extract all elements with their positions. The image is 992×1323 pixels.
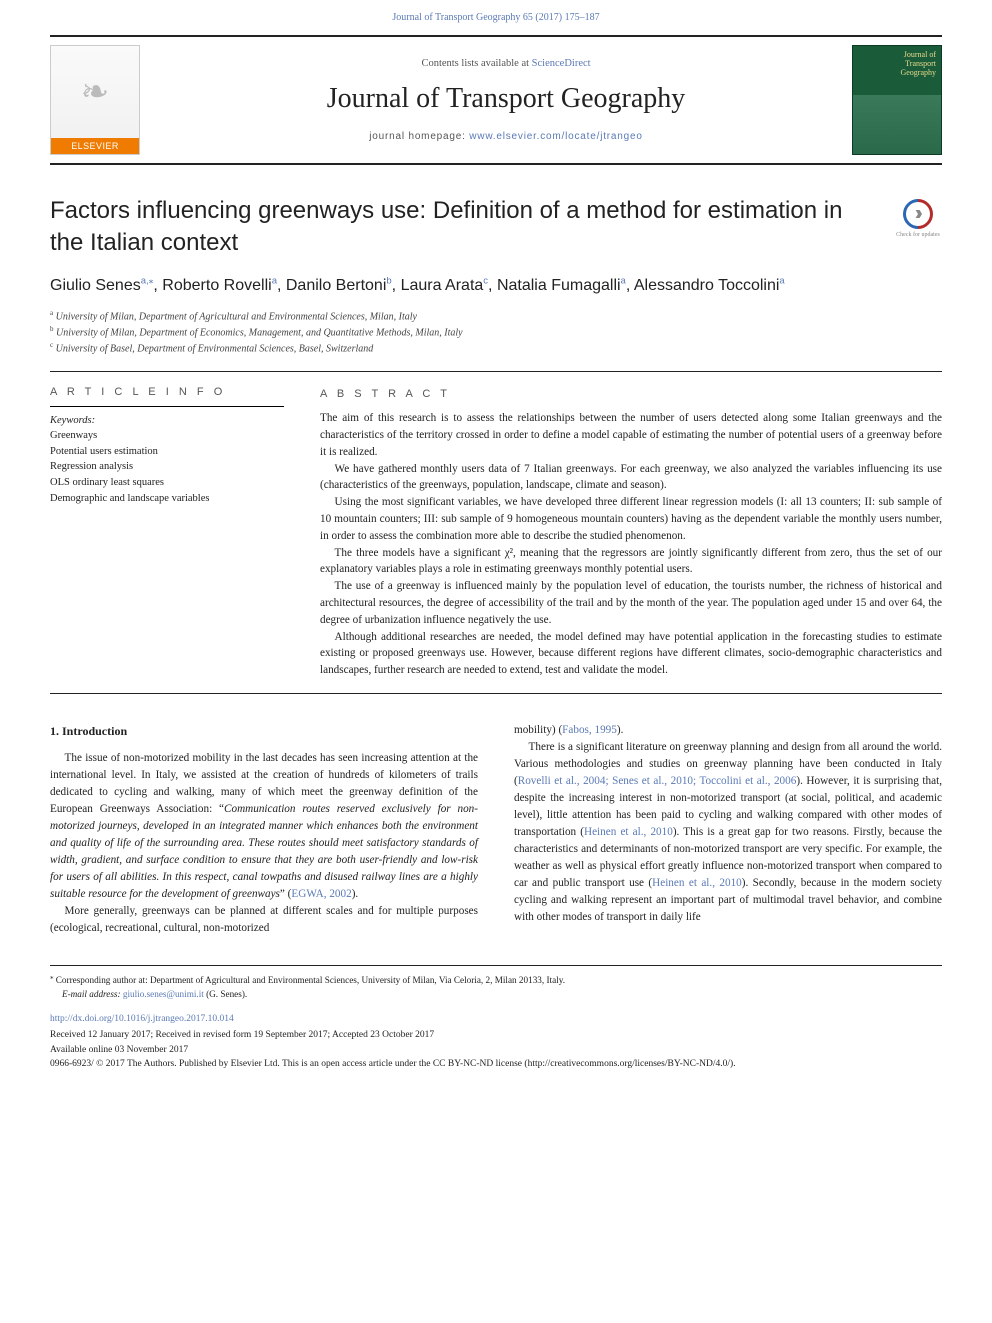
body-paragraph: mobility) (Fabos, 1995).	[514, 722, 942, 739]
sep: ,	[277, 277, 286, 294]
email-person: (G. Senes).	[206, 989, 247, 999]
keyword: Demographic and landscape variables	[50, 491, 284, 507]
elsevier-tree-icon: ❧	[81, 46, 110, 138]
body-paragraph: There is a significant literature on gre…	[514, 739, 942, 926]
homepage-link[interactable]: www.elsevier.com/locate/jtrangeo	[469, 131, 642, 142]
author-name: Danilo Bertoni	[286, 277, 387, 294]
body-text-run: Communication routes reserved exclusivel…	[50, 803, 478, 900]
email-line: E-mail address: giulio.senes@unimi.it (G…	[50, 988, 942, 1002]
sep: ,	[392, 277, 401, 294]
email-link[interactable]: giulio.senes@unimi.it	[123, 989, 204, 999]
check-updates-label: Check for updates	[894, 232, 942, 238]
article-info-heading: A R T I C L E I N F O	[50, 386, 284, 398]
body-paragraph: The issue of non-motorized mobility in t…	[50, 750, 478, 903]
homepage-line: journal homepage: www.elsevier.com/locat…	[160, 131, 852, 142]
contents-line: Contents lists available at ScienceDirec…	[160, 58, 852, 69]
license-line: 0966-6923/ © 2017 The Authors. Published…	[50, 1057, 942, 1071]
abstract-heading: A B S T R A C T	[320, 386, 942, 403]
available-line: Available online 03 November 2017	[50, 1043, 942, 1057]
body-text-run: ).	[352, 888, 359, 900]
divider	[50, 371, 942, 372]
history-line: Received 12 January 2017; Received in re…	[50, 1028, 942, 1042]
body-column-left: 1. Introduction The issue of non-motoriz…	[50, 722, 478, 937]
star-icon: ⁎	[50, 973, 54, 981]
crossmark-icon	[897, 193, 939, 235]
keywords-list: Greenways Potential users estimation Reg…	[50, 428, 284, 507]
divider	[50, 406, 284, 407]
sep: ,	[153, 277, 162, 294]
cover-title-line: Geography	[900, 69, 936, 78]
footnotes: ⁎ Corresponding author at: Department of…	[50, 965, 942, 1071]
abstract-paragraph: The three models have a significant χ², …	[320, 545, 942, 579]
keyword: Greenways	[50, 428, 284, 444]
body-columns: 1. Introduction The issue of non-motoriz…	[50, 722, 942, 937]
author-aff-sup: a	[779, 275, 784, 286]
author-name: Natalia Fumagalli	[497, 277, 621, 294]
author-name: Giulio Senes	[50, 277, 141, 294]
article-info-block: A R T I C L E I N F O Keywords: Greenway…	[50, 386, 284, 679]
affiliation: b University of Milan, Department of Eco…	[50, 324, 942, 340]
citation-link[interactable]: Heinen et al., 2010	[652, 877, 742, 889]
homepage-prefix: journal homepage:	[369, 131, 469, 142]
corresponding-note: ⁎ Corresponding author at: Department of…	[50, 972, 942, 988]
email-label: E-mail address:	[62, 989, 121, 999]
abstract-paragraph: Using the most significant variables, we…	[320, 494, 942, 544]
author-name: Laura Arata	[401, 277, 484, 294]
keywords-label: Keywords:	[50, 415, 284, 426]
journal-name: Journal of Transport Geography	[160, 83, 852, 115]
affiliation: c University of Basel, Department of Env…	[50, 340, 942, 356]
journal-cover-thumbnail: Journal of Transport Geography	[852, 45, 942, 155]
affiliation: a University of Milan, Department of Agr…	[50, 308, 942, 324]
body-text-run: ” (	[280, 888, 292, 900]
sciencedirect-link[interactable]: ScienceDirect	[532, 58, 591, 69]
authors-line: Giulio Senesa,⁎, Roberto Rovellia, Danil…	[50, 274, 942, 298]
body-column-right: mobility) (Fabos, 1995). There is a sign…	[514, 722, 942, 937]
affiliations: a University of Milan, Department of Agr…	[50, 308, 942, 357]
sep: ,	[626, 277, 634, 294]
keyword: Regression analysis	[50, 459, 284, 475]
running-header: Journal of Transport Geography 65 (2017)…	[0, 0, 992, 35]
citation-link[interactable]: Heinen et al., 2010	[584, 826, 673, 838]
check-updates-badge[interactable]: Check for updates	[894, 199, 942, 238]
sep: ,	[488, 277, 497, 294]
intro-heading: 1. Introduction	[50, 722, 478, 740]
abstract-paragraph: The use of a greenway is influenced main…	[320, 578, 942, 628]
abstract-paragraph: Although additional researches are neede…	[320, 629, 942, 679]
journal-header: ❧ ELSEVIER Contents lists available at S…	[50, 35, 942, 165]
doi-link[interactable]: http://dx.doi.org/10.1016/j.jtrangeo.201…	[50, 1014, 234, 1024]
citation-link[interactable]: Rovelli et al., 2004; Senes et al., 2010…	[518, 775, 797, 787]
body-text-run: ).	[617, 724, 624, 736]
keyword: Potential users estimation	[50, 444, 284, 460]
abstract-block: A B S T R A C T The aim of this research…	[320, 386, 942, 679]
elsevier-logo: ❧ ELSEVIER	[50, 45, 140, 155]
citation-link[interactable]: EGWA, 2002	[291, 888, 351, 900]
abstract-paragraph: The aim of this research is to assess th…	[320, 410, 942, 460]
abstract-paragraph: We have gathered monthly users data of 7…	[320, 461, 942, 495]
citation-link[interactable]: Fabos, 1995	[562, 724, 617, 736]
contents-prefix: Contents lists available at	[421, 58, 531, 69]
running-header-link[interactable]: Journal of Transport Geography 65 (2017)…	[392, 12, 599, 23]
author-name: Roberto Rovelli	[162, 277, 271, 294]
author-aff-sup: a,	[141, 275, 149, 286]
body-paragraph: More generally, greenways can be planned…	[50, 903, 478, 937]
keyword: OLS ordinary least squares	[50, 475, 284, 491]
body-text-run: mobility) (	[514, 724, 562, 736]
author-name: Alessandro Toccolini	[634, 277, 780, 294]
article-title: Factors influencing greenways use: Defin…	[50, 195, 882, 260]
divider	[50, 693, 942, 694]
elsevier-label: ELSEVIER	[51, 138, 139, 154]
